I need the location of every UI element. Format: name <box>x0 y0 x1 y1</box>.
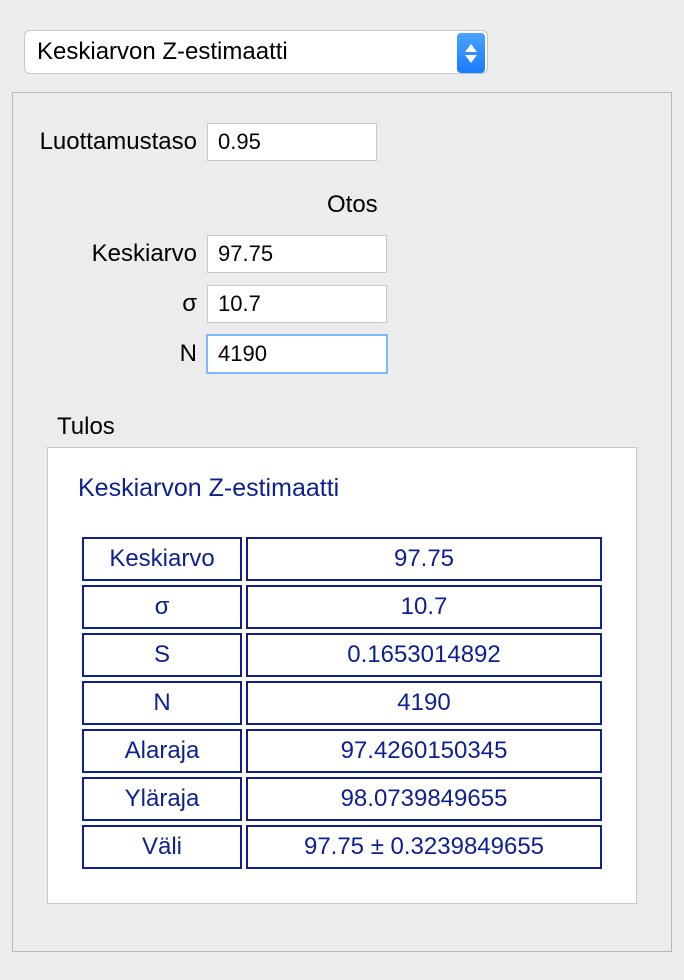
result-key-cell: Keskiarvo <box>82 537 242 581</box>
table-row: Yläraja98.0739849655 <box>82 777 602 821</box>
n-label: N <box>37 340 207 368</box>
confidence-label: Luottamustaso <box>7 128 207 156</box>
estimator-select-wrap: Keskiarvon Z-estimaatti <box>24 30 488 74</box>
mean-row: Keskiarvo <box>37 235 647 273</box>
result-value-cell: 4190 <box>246 681 602 725</box>
result-key-cell: Väli <box>82 825 242 869</box>
result-value-cell: 10.7 <box>246 585 602 629</box>
result-key-cell: S <box>82 633 242 677</box>
n-input[interactable] <box>207 335 387 373</box>
result-value-cell: 0.1653014892 <box>246 633 602 677</box>
result-value-cell: 97.4260150345 <box>246 729 602 773</box>
result-section-label: Tulos <box>57 413 647 441</box>
sigma-input[interactable] <box>207 285 387 323</box>
table-row: Alaraja97.4260150345 <box>82 729 602 773</box>
dialog-panel: Keskiarvon Z-estimaatti Luottamustaso Ot… <box>0 0 684 980</box>
result-value-cell: 97.75 <box>246 537 602 581</box>
result-key-cell: σ <box>82 585 242 629</box>
confidence-row: Luottamustaso <box>7 123 647 161</box>
table-row: Keskiarvo97.75 <box>82 537 602 581</box>
table-row: N4190 <box>82 681 602 725</box>
n-row: N <box>37 335 647 373</box>
result-key-cell: N <box>82 681 242 725</box>
table-row: S0.1653014892 <box>82 633 602 677</box>
mean-input[interactable] <box>207 235 387 273</box>
confidence-input[interactable] <box>207 123 377 161</box>
result-table: Keskiarvo97.75σ10.7S0.1653014892N4190Ala… <box>78 533 606 873</box>
sigma-label: σ <box>37 290 207 318</box>
estimator-select-label: Keskiarvon Z-estimaatti <box>37 38 288 65</box>
result-key-cell: Alaraja <box>82 729 242 773</box>
result-title: Keskiarvon Z-estimaatti <box>78 474 606 503</box>
result-value-cell: 97.75 ± 0.3239849655 <box>246 825 602 869</box>
result-value-cell: 98.0739849655 <box>246 777 602 821</box>
sample-block: Otos Keskiarvo σ N <box>37 191 647 373</box>
result-box: Keskiarvon Z-estimaatti Keskiarvo97.75σ1… <box>47 447 637 904</box>
result-section: Tulos Keskiarvon Z-estimaatti Keskiarvo9… <box>37 413 647 904</box>
estimator-select[interactable]: Keskiarvon Z-estimaatti <box>24 30 488 74</box>
chevron-up-down-icon <box>457 33 485 73</box>
sample-header: Otos <box>327 191 647 219</box>
result-key-cell: Yläraja <box>82 777 242 821</box>
content-panel: Luottamustaso Otos Keskiarvo σ N Tulos K… <box>12 92 672 952</box>
mean-label: Keskiarvo <box>37 240 207 268</box>
table-row: σ10.7 <box>82 585 602 629</box>
table-row: Väli97.75 ± 0.3239849655 <box>82 825 602 869</box>
sigma-row: σ <box>37 285 647 323</box>
